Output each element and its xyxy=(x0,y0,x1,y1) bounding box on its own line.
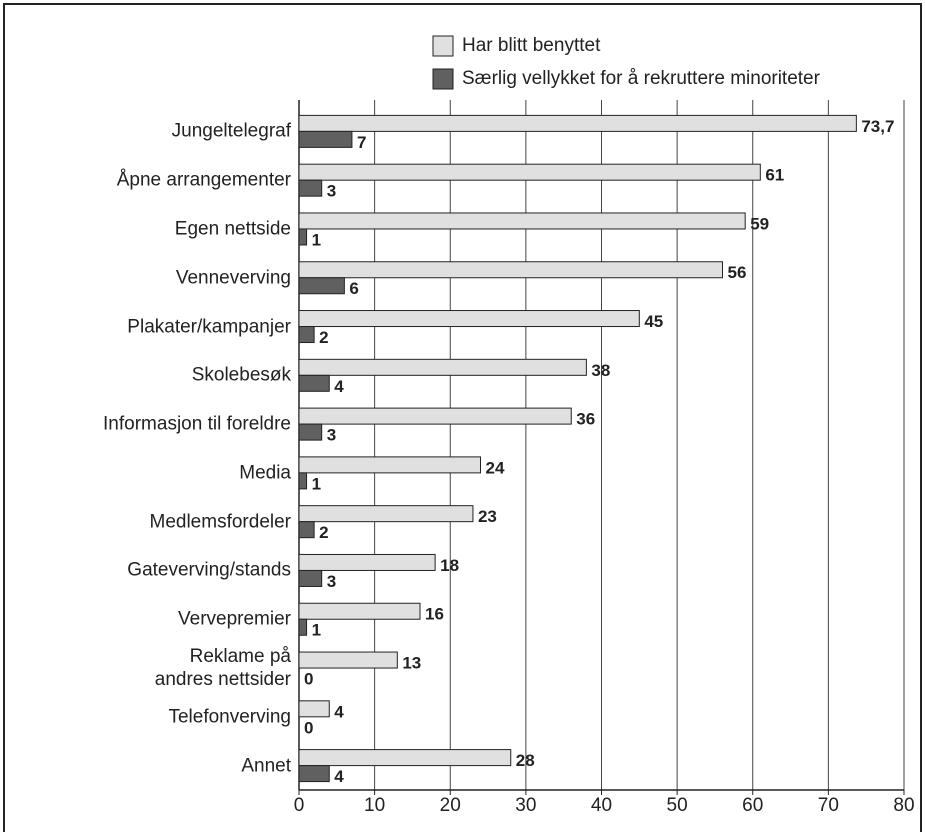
bar xyxy=(298,179,323,197)
legend-swatch xyxy=(432,68,454,90)
bar xyxy=(298,358,587,376)
data-label: 7 xyxy=(357,133,366,152)
legend-label: Særlig vellykket for å rekruttere minori… xyxy=(462,68,821,89)
category-label: Skolebesøk xyxy=(191,364,291,386)
bar xyxy=(298,228,308,246)
bar xyxy=(298,374,330,392)
bar xyxy=(298,114,857,132)
category-label: Vervepremier xyxy=(178,608,291,630)
bar xyxy=(298,700,330,718)
bar xyxy=(298,749,512,767)
x-tick-label: 60 xyxy=(742,795,763,816)
bar xyxy=(298,407,572,425)
data-label: 1 xyxy=(312,474,321,493)
data-label: 2 xyxy=(319,523,328,542)
data-label: 45 xyxy=(644,312,663,331)
data-label: 61 xyxy=(765,166,784,185)
data-label: 4 xyxy=(334,767,344,786)
bar xyxy=(298,553,436,571)
x-tick-label: 30 xyxy=(515,795,536,816)
data-label: 1 xyxy=(312,230,321,249)
category-label: Annet xyxy=(241,755,291,777)
bar xyxy=(298,310,640,328)
data-label: 2 xyxy=(319,328,328,347)
data-label: 3 xyxy=(327,426,336,445)
data-label: 73,7 xyxy=(861,117,894,136)
category-label: Plakater/kampanjer xyxy=(127,316,291,338)
bar xyxy=(298,602,421,620)
data-label: 0 xyxy=(304,718,313,737)
data-label: 56 xyxy=(728,263,747,282)
x-tick-label: 50 xyxy=(667,795,688,816)
data-label: 18 xyxy=(440,556,459,575)
bar xyxy=(298,130,353,148)
legend-swatch xyxy=(432,35,454,57)
data-label: 24 xyxy=(486,458,505,477)
frame xyxy=(3,3,922,832)
category-label: Jungeltelegraf xyxy=(171,120,291,142)
bar xyxy=(298,569,323,587)
bar xyxy=(298,651,398,669)
x-tick-label: 10 xyxy=(364,795,385,816)
bar xyxy=(298,261,723,279)
x-tick-label: 70 xyxy=(818,795,839,816)
category-label: Åpne arrangementer xyxy=(116,169,291,191)
data-label: 4 xyxy=(334,702,344,721)
data-label: 59 xyxy=(750,214,769,233)
data-label: 36 xyxy=(576,410,595,429)
data-label: 6 xyxy=(349,279,358,298)
category-label: Media xyxy=(239,462,291,484)
x-tick-label: 40 xyxy=(591,795,612,816)
category-label: Venneverving xyxy=(175,267,291,289)
category-label: Medlemsfordeler xyxy=(149,511,292,533)
data-label: 38 xyxy=(591,361,610,380)
data-label: 1 xyxy=(312,621,321,640)
bar xyxy=(298,618,308,636)
category-label: Reklame på andres nettsider xyxy=(154,646,291,691)
data-label: 13 xyxy=(402,654,421,673)
category-label: Informasjon til foreldre xyxy=(103,413,291,435)
bar xyxy=(298,326,315,344)
x-tick-label: 80 xyxy=(893,795,914,816)
bar xyxy=(298,472,308,490)
bar xyxy=(298,456,481,474)
bar xyxy=(298,423,323,441)
data-label: 0 xyxy=(304,670,313,689)
legend-label: Har blitt benyttet xyxy=(462,35,601,56)
data-label: 3 xyxy=(327,572,336,591)
x-tick-label: 20 xyxy=(440,795,461,816)
x-tick-label: 0 xyxy=(294,795,305,816)
bar xyxy=(298,163,761,181)
data-label: 3 xyxy=(327,182,336,201)
bar xyxy=(298,521,315,539)
bar xyxy=(298,765,330,783)
category-label: Gateverving/stands xyxy=(127,559,291,581)
category-label: Telefonverving xyxy=(168,706,291,728)
data-label: 23 xyxy=(478,507,497,526)
data-label: 4 xyxy=(334,377,344,396)
data-label: 16 xyxy=(425,605,444,624)
bar xyxy=(298,505,474,523)
data-label: 28 xyxy=(516,751,535,770)
bar xyxy=(298,277,345,295)
bar xyxy=(298,212,746,230)
category-label: Egen nettside xyxy=(174,218,291,240)
